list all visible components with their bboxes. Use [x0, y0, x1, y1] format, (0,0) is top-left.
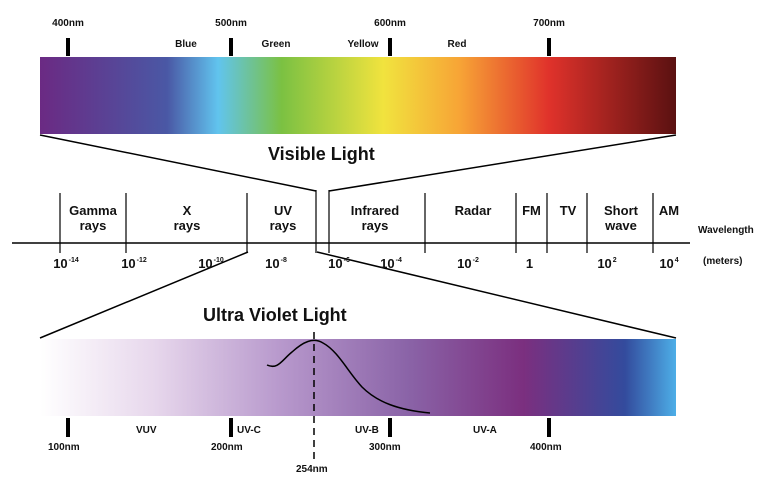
- band-tv: TV: [550, 203, 586, 218]
- tick-label-10-minus-2-base: 10: [457, 256, 472, 271]
- tick-label-10-minus-2: 10-2: [448, 256, 488, 271]
- tick-label-10-minus-4-base: 10: [380, 256, 395, 271]
- wavelength-unit-label: (meters): [703, 256, 743, 267]
- tick-label-10-minus-6-base: 10: [328, 256, 343, 271]
- band-uv-line-2: rays: [269, 218, 297, 233]
- band-gamma-line-2: rays: [79, 218, 107, 233]
- band-radar-line-1: Radar: [454, 203, 492, 218]
- tick-label-10-minus-8-base: 10: [265, 256, 280, 271]
- tick-label-10-minus-6-exp: -6: [343, 256, 350, 264]
- band-radar: Radar: [438, 203, 508, 218]
- band-fm: FM: [516, 203, 547, 218]
- uv-region-uvc: UV-C: [237, 425, 261, 436]
- tick-label-10-minus-4: 10-4: [371, 256, 411, 271]
- tick-label-10-plus-4-base: 10: [659, 256, 674, 271]
- band-gamma: Gamma rays: [58, 203, 128, 233]
- tick-label-10-minus-10: 10-10: [191, 256, 231, 271]
- wavelength-label: Wavelength: [698, 225, 754, 236]
- band-am-line-1: AM: [658, 203, 680, 218]
- visible-label-500: 500nm: [215, 18, 247, 29]
- tick-label-10-minus-6: 10-6: [319, 256, 359, 271]
- band-infrared-line-2: rays: [361, 218, 389, 233]
- tick-label-10-minus-12-base: 10: [121, 256, 136, 271]
- tick-label-10-minus-14-base: 10: [53, 256, 68, 271]
- band-fm-line-1: FM: [522, 203, 541, 218]
- uv-marker-400nm: 400nm: [530, 442, 562, 453]
- uv-marker-100nm: 100nm: [48, 442, 80, 453]
- tick-label-1: 1: [521, 256, 539, 271]
- band-uv: UV rays: [248, 203, 318, 233]
- visible-color-blue: Blue: [175, 39, 197, 50]
- band-shortwave: Short wave: [591, 203, 651, 233]
- visible-light-title: Visible Light: [268, 144, 375, 164]
- tick-label-10-plus-2-base: 10: [597, 256, 612, 271]
- tick-label-10-minus-10-exp: -10: [213, 256, 224, 264]
- uv-emission-curve: [266, 339, 431, 414]
- tick-label-10-plus-2: 102: [587, 256, 627, 271]
- band-uv-line-1: UV: [273, 203, 293, 218]
- uv-region-uvb: UV-B: [355, 425, 379, 436]
- tick-label-10-plus-4-exp: 4: [674, 256, 679, 264]
- visible-label-700: 700nm: [533, 18, 565, 29]
- tick-label-10-minus-14-exp: -14: [68, 256, 79, 264]
- visible-label-400: 400nm: [52, 18, 84, 29]
- visible-spectrum-bar: [40, 57, 676, 134]
- visible-color-red: Red: [447, 39, 467, 50]
- tick-label-1-base: 1: [525, 256, 534, 271]
- band-shortwave-line-2: wave: [605, 218, 637, 233]
- band-shortwave-line-1: Short: [604, 203, 638, 218]
- visible-color-yellow: Yellow: [347, 39, 379, 50]
- tick-label-10-minus-8-exp: -8: [280, 256, 287, 264]
- band-infrared: Infrared rays: [337, 203, 413, 233]
- uv-region-vuv: VUV: [136, 425, 157, 436]
- uv-marker-300nm: 300nm: [369, 442, 401, 453]
- tick-label-10-plus-4: 104: [649, 256, 689, 271]
- tick-label-10-minus-14: 10-14: [46, 256, 86, 271]
- uv-peak-label: 254nm: [296, 464, 328, 475]
- visible-color-green: Green: [261, 39, 291, 50]
- band-am: AM: [653, 203, 685, 218]
- uv-marker-200nm: 200nm: [211, 442, 243, 453]
- uv-spectrum-bar: [40, 339, 676, 416]
- visible-label-600: 600nm: [374, 18, 406, 29]
- tick-label-10-minus-2-exp: -2: [472, 256, 479, 264]
- band-gamma-line-1: Gamma: [69, 203, 117, 218]
- tick-label-10-minus-10-base: 10: [198, 256, 213, 271]
- uv-left-connector: [39, 251, 249, 339]
- uv-light-title: Ultra Violet Light: [203, 305, 347, 325]
- band-xrays-line-2: rays: [173, 218, 201, 233]
- visible-left-connector: [39, 134, 317, 192]
- tick-label-10-minus-8: 10-8: [256, 256, 296, 271]
- band-xrays-line-1: X: [182, 203, 192, 218]
- tick-label-10-minus-12-exp: -12: [136, 256, 147, 264]
- band-infrared-line-1: Infrared: [350, 203, 400, 218]
- tick-label-10-minus-12: 10-12: [114, 256, 154, 271]
- uv-right-connector: [316, 251, 677, 339]
- tick-label-10-minus-4-exp: -4: [395, 256, 402, 264]
- tick-label-10-plus-2-exp: 2: [612, 256, 617, 264]
- band-xrays: X rays: [152, 203, 222, 233]
- visible-right-connector: [328, 134, 677, 192]
- uv-region-uva: UV-A: [473, 425, 497, 436]
- band-tv-line-1: TV: [559, 203, 577, 218]
